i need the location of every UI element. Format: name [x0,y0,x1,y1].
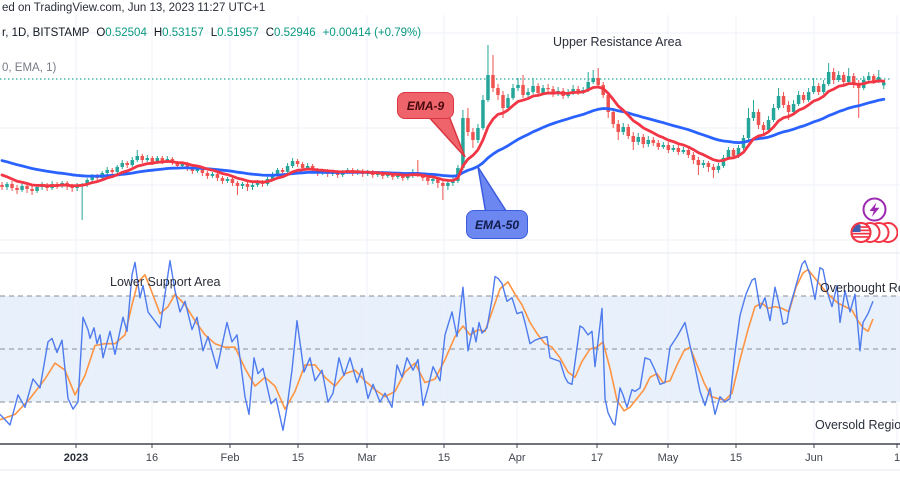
ohlc-change: +0.00414 (+0.79%) [322,27,422,39]
x-axis-label: 15 [729,452,743,464]
ohlc-open: O0.52504 [96,27,147,39]
x-axis-label: Feb [220,452,240,464]
symbol-ohlc-line: r, 1D, BITSTAMP O0.52504 H0.53157 L0.51957 C… [2,27,421,39]
indicator-settings-line: 0, EMA, 1) [2,62,57,74]
x-axis-label: 16 [145,452,159,464]
x-axis-label: 17 [590,452,604,464]
ohlc-close: C0.52946 [265,27,316,39]
x-axis-label: 2023 [63,452,89,464]
x-axis-label: Apr [508,452,526,464]
x-axis-label: 1 [893,452,900,464]
x-axis-label: 15 [291,452,305,464]
overbought-region-label: Overbought Region [820,281,900,295]
symbol-text: r, 1D, BITSTAMP [2,27,90,39]
lower-support-label: Lower Support Area [110,275,221,289]
lightning-bolt-icon[interactable] [861,196,888,223]
x-axis-label: May [657,452,679,464]
ema9-callout: EMA-9 [397,92,454,119]
x-axis-label: 15 [437,452,451,464]
us-flag [852,224,870,238]
ohlc-low: L0.51957 [210,27,259,39]
published-line: ed on TradingView.com, Jun 13, 2023 11:2… [2,2,266,14]
usd-flag-stack-icon[interactable] [848,220,898,245]
ohlc-high: H0.53157 [153,27,204,39]
x-axis-label: Mar [357,452,377,464]
upper-resistance-label: Upper Resistance Area [553,35,682,49]
oversold-region-label: Oversold Region [815,418,900,432]
x-axis-label: Jun [805,452,823,464]
ema50-callout: EMA-50 [466,210,528,239]
